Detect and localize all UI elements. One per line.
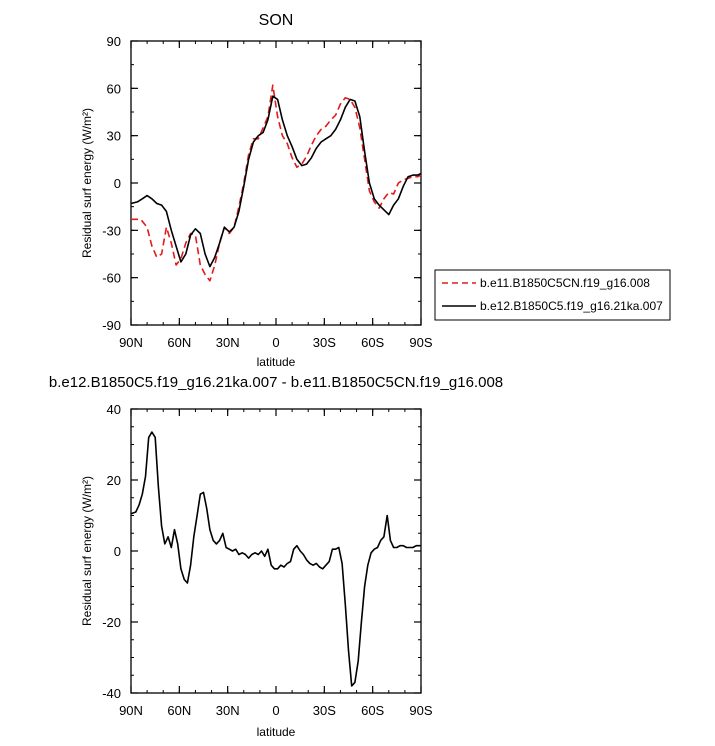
x-tick-label: 90N [119,335,143,350]
x-tick-label: 90S [409,335,432,350]
top-y-axis-label: Residual surf energy (W/m²) [80,108,94,258]
bottom-y-axis-label-text: Residual surf energy (W/m²) [80,476,94,626]
top-axis-ticks: 90N 60N 30N 0 30S 60S 90S 90 60 30 0 -30 -60 -90 [102,34,433,350]
bottom-chart-panel: b.e12.B1850C5.f19_g16.21ka.007 - b.e11.B… [49,374,503,739]
x-tick-label: 30S [313,335,336,350]
top-x-axis-label: latitude [257,355,296,369]
top-plot-frame [130,40,422,326]
x-tick-label: 60N [167,335,191,350]
y-tick-label: -60 [102,271,121,286]
series-line-2 [130,95,422,268]
x-tick-label: 60S [361,703,384,718]
top-chart-title: SON [259,12,294,29]
bottom-plot-frame [130,408,422,694]
legend: b.e11.B1850C5CN.f19_g16.008 b.e12.B1850C… [434,269,671,321]
series-line-1 [131,84,422,282]
x-tick-label: 30S [313,703,336,718]
y-tick-label: -90 [102,318,121,333]
series-line-1 [130,431,421,687]
bottom-series-lines [130,431,421,687]
y-tick-label: 0 [114,544,121,559]
y-tick-label: 40 [107,402,121,417]
legend-box [434,269,671,321]
top-y-axis-label-text: Residual surf energy (W/m²) [80,108,94,258]
y-tick-label: 0 [114,176,121,191]
y-tick-label: -30 [102,223,121,238]
y-tick-label: 30 [107,129,121,144]
x-tick-label: 60S [361,335,384,350]
legend-label-series-2: b.e12.B1850C5.f19_g16.21ka.007 [480,299,663,313]
top-series-lines [130,84,422,282]
bottom-chart-title: b.e12.B1850C5.f19_g16.21ka.007 - b.e11.B… [49,374,503,391]
x-tick-label: 90S [409,703,432,718]
bottom-y-axis-label: Residual surf energy (W/m²) [80,476,94,626]
y-tick-label: 20 [107,473,121,488]
x-tick-label: 60N [167,703,191,718]
bottom-x-axis-label: latitude [257,725,296,739]
x-tick-label: 0 [272,703,279,718]
x-tick-label: 30N [216,703,240,718]
x-tick-label: 30N [216,335,240,350]
top-chart-panel: SON 90N 60N 30N 0 30S 60S 90S9060300-30-60-90 … [80,12,433,369]
x-tick-label: 90N [119,703,143,718]
y-tick-label: 90 [107,34,121,49]
bottom-axis-ticks: 90N 60N 30N 0 30S 60S 90S 40 20 0 -20 -40 [102,402,433,718]
y-tick-label: -40 [102,686,121,701]
y-tick-label: 60 [107,81,121,96]
legend-label-series-1: b.e11.B1850C5CN.f19_g16.008 [480,276,650,290]
x-tick-label: 0 [272,335,279,350]
y-tick-label: -20 [102,615,121,630]
